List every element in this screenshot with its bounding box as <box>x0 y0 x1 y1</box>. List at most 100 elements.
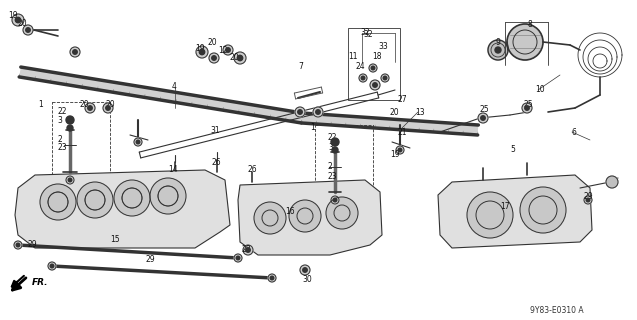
Circle shape <box>289 200 321 232</box>
Circle shape <box>209 53 219 63</box>
Text: 29: 29 <box>28 240 38 249</box>
Circle shape <box>488 40 508 60</box>
Text: 14: 14 <box>168 165 178 174</box>
Circle shape <box>525 106 529 110</box>
Text: 2: 2 <box>57 135 62 144</box>
Text: 23: 23 <box>328 172 338 181</box>
Circle shape <box>40 184 76 220</box>
Text: 20: 20 <box>230 53 240 62</box>
Polygon shape <box>438 175 592 248</box>
Circle shape <box>326 197 358 229</box>
Circle shape <box>333 198 337 202</box>
Text: 20: 20 <box>105 100 115 109</box>
Circle shape <box>246 248 250 252</box>
Text: 2: 2 <box>328 162 333 171</box>
Text: 3: 3 <box>57 116 62 125</box>
Text: 28: 28 <box>242 245 252 254</box>
Text: 7: 7 <box>298 62 303 71</box>
Text: 10: 10 <box>535 85 545 94</box>
Circle shape <box>371 66 375 70</box>
Text: 31: 31 <box>210 126 220 135</box>
Text: 15: 15 <box>110 235 120 244</box>
Text: 1: 1 <box>310 123 315 132</box>
Text: FR.: FR. <box>32 278 48 287</box>
Text: 20: 20 <box>18 19 27 28</box>
Circle shape <box>15 17 20 23</box>
Circle shape <box>268 274 276 282</box>
Text: 23: 23 <box>57 143 67 152</box>
Circle shape <box>236 256 240 260</box>
Circle shape <box>381 74 389 82</box>
Text: 32: 32 <box>363 30 373 39</box>
Text: 6: 6 <box>572 128 577 137</box>
Circle shape <box>136 140 140 144</box>
Circle shape <box>196 46 208 58</box>
Bar <box>315 125 373 205</box>
Text: 33: 33 <box>378 42 388 51</box>
Circle shape <box>478 113 488 123</box>
Circle shape <box>303 268 307 272</box>
Circle shape <box>225 48 230 52</box>
Text: 1: 1 <box>38 100 43 109</box>
Circle shape <box>16 243 20 247</box>
Circle shape <box>199 49 204 55</box>
Text: 9Y83-E0310 A: 9Y83-E0310 A <box>530 306 583 315</box>
Circle shape <box>369 64 377 72</box>
Circle shape <box>66 116 74 124</box>
Circle shape <box>316 110 320 114</box>
Circle shape <box>67 125 73 131</box>
Text: 3: 3 <box>328 143 333 152</box>
Text: 13: 13 <box>415 108 425 117</box>
Circle shape <box>331 196 339 204</box>
Text: 18: 18 <box>372 52 382 61</box>
Text: 26: 26 <box>212 158 222 167</box>
Circle shape <box>373 83 377 87</box>
Circle shape <box>383 76 387 80</box>
Circle shape <box>370 80 380 90</box>
Polygon shape <box>238 180 382 255</box>
Text: 8: 8 <box>527 20 532 29</box>
Text: 29: 29 <box>583 192 592 201</box>
Text: 22: 22 <box>328 133 338 142</box>
Circle shape <box>103 103 113 113</box>
Circle shape <box>361 76 365 80</box>
Text: 20: 20 <box>390 108 399 117</box>
Circle shape <box>25 28 30 32</box>
Circle shape <box>12 14 24 26</box>
Text: 5: 5 <box>510 145 515 154</box>
Circle shape <box>584 196 592 204</box>
Text: 26: 26 <box>248 165 257 174</box>
Bar <box>52 102 110 182</box>
Text: 25: 25 <box>480 105 490 114</box>
Text: 17: 17 <box>500 202 510 211</box>
Circle shape <box>359 74 367 82</box>
Text: 22: 22 <box>57 107 66 116</box>
Polygon shape <box>15 170 230 248</box>
Text: 19: 19 <box>8 11 18 20</box>
Circle shape <box>77 182 113 218</box>
Text: 24: 24 <box>355 62 364 71</box>
Circle shape <box>243 245 253 255</box>
Circle shape <box>396 146 404 154</box>
Text: 20: 20 <box>79 100 89 109</box>
Circle shape <box>50 264 54 268</box>
Circle shape <box>522 103 532 113</box>
Circle shape <box>331 138 339 146</box>
Circle shape <box>223 45 233 55</box>
Text: 11: 11 <box>348 52 357 61</box>
Text: 30: 30 <box>302 275 311 284</box>
Circle shape <box>495 47 501 53</box>
Text: 32: 32 <box>360 28 369 37</box>
Circle shape <box>85 103 95 113</box>
Text: 20: 20 <box>207 38 217 47</box>
Circle shape <box>507 24 543 60</box>
Circle shape <box>238 55 243 61</box>
Circle shape <box>481 116 485 120</box>
Circle shape <box>313 107 323 117</box>
Circle shape <box>114 180 150 216</box>
Circle shape <box>134 138 142 146</box>
Circle shape <box>606 176 618 188</box>
Circle shape <box>73 50 77 54</box>
Circle shape <box>70 47 80 57</box>
Circle shape <box>332 147 338 153</box>
